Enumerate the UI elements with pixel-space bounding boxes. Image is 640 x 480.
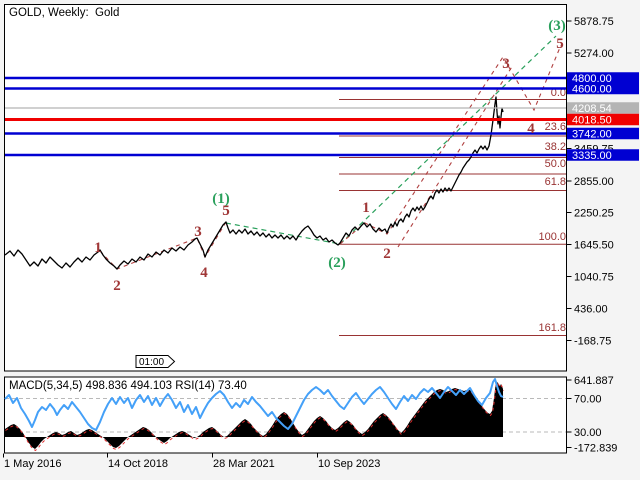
time-tick-label: 1 May 2016 — [4, 458, 61, 470]
wave-label-3: 3 — [502, 56, 510, 72]
fib-label-161.8: 161.8 — [538, 322, 566, 334]
price-axis: 5878.755274.003459.752855.002250.251645.… — [566, 16, 614, 348]
price-flag-4208.54 — [567, 102, 639, 114]
wave-label-1: 1 — [362, 200, 370, 216]
price-flag-4600.00 — [567, 82, 639, 95]
wave-label-(2): (2) — [328, 255, 346, 271]
price-flag-label: 3742.00 — [572, 129, 612, 141]
fib-label-0.0: 0.0 — [551, 87, 566, 99]
time-tick-label: 28 Mar 2021 — [213, 458, 275, 470]
indicator-tick-label: 30.00 — [574, 427, 602, 439]
indicator-series — [4, 378, 504, 452]
indicator-label: MACD(5,34,5) 498.836 494.103 RSI(14) 73.… — [9, 380, 247, 392]
macd-histogram — [5, 381, 503, 449]
wave-label-5: 5 — [222, 203, 230, 219]
fib-label-100.0: 100.0 — [538, 231, 566, 243]
time-tag: 01:00 — [135, 355, 176, 368]
fib-label-38.2: 38.2 — [545, 141, 566, 153]
red-wave-line-0 — [99, 221, 227, 270]
main-chart-canvas[interactable] — [4, 4, 567, 372]
time-tag-text: 01:00 — [139, 357, 164, 368]
wave-label-(3): (3) — [548, 18, 566, 34]
wave-label-1: 1 — [94, 240, 102, 256]
green-wave-line-1 — [339, 35, 557, 245]
green-wave-line-0 — [225, 222, 341, 245]
price-tick-label: 1040.75 — [574, 272, 614, 284]
time-axis: 1 May 2016 14 Oct 2018 28 Mar 2021 10 Sep 2… — [3, 453, 380, 470]
price-line — [4, 96, 504, 270]
time-tag-shape — [135, 355, 176, 368]
price-flag-label: 4800.00 — [572, 73, 612, 85]
price-tick-label: 2855.00 — [574, 176, 614, 188]
fib-label-61.8: 61.8 — [545, 176, 566, 188]
price-level-lines — [5, 76, 566, 157]
price-tick-label: 5878.75 — [574, 16, 614, 28]
price-tick-label: 5274.00 — [574, 48, 614, 60]
rsi-line — [4, 378, 504, 431]
macd-signal-line — [5, 381, 504, 452]
price-flag-label: 4208.54 — [572, 103, 612, 115]
wave-label-3: 3 — [194, 224, 202, 240]
price-flag-label: 3335.00 — [572, 150, 612, 162]
fib-label-23.6: 23.6 — [545, 121, 566, 133]
wave-label-2: 2 — [383, 246, 391, 262]
price-flag-label: 4018.50 — [572, 115, 612, 127]
price-flag-4800.00 — [567, 72, 639, 84]
price-flag-3742.00 — [567, 127, 639, 140]
price-flag-label: 4600.00 — [572, 84, 612, 96]
price-tick-label: 1645.50 — [574, 240, 614, 252]
fib-label-50.0: 50.0 — [545, 158, 566, 170]
chart-title: GOLD, Weekly: Gold — [9, 7, 119, 19]
wave-label-5: 5 — [556, 36, 564, 52]
wave-label-(1): (1) — [212, 191, 230, 207]
price-series — [4, 96, 504, 270]
price-tick-label: 2250.25 — [574, 208, 614, 220]
wave-label-4: 4 — [527, 121, 535, 137]
time-tick-label: 14 Oct 2018 — [108, 458, 168, 470]
wave-label-4: 4 — [200, 265, 208, 281]
wave-label-2: 2 — [113, 278, 121, 294]
price-tick-label: 436.00 — [574, 304, 608, 316]
indicator-tick-label: 641.887 — [574, 375, 614, 387]
price-tick-label: -168.75 — [574, 336, 611, 348]
indicator-tick-label: -172.839 — [574, 443, 617, 455]
fibonacci-retracement: 0.0 23.6 38.2 50.0 61.8 100.0 161.8 — [339, 87, 566, 336]
price-flag-3335.00 — [567, 149, 639, 161]
time-tick-label: 10 Sep 2023 — [318, 458, 380, 470]
price-flag-4018.50 — [567, 113, 639, 126]
indicator-axis: 641.887 70.00 30.00 -172.839 — [566, 375, 617, 455]
indicator-tick-label: 70.00 — [574, 394, 602, 406]
